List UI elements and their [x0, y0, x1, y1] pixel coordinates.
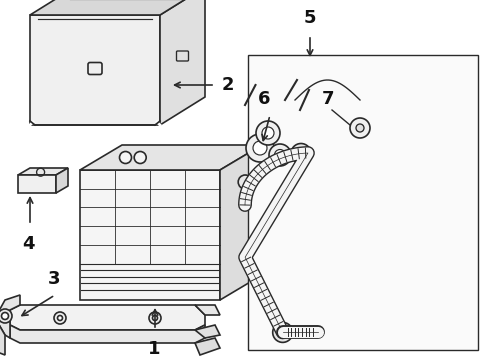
Text: 5: 5 — [304, 9, 316, 27]
Circle shape — [356, 124, 364, 132]
Polygon shape — [18, 175, 56, 193]
Circle shape — [1, 312, 8, 320]
Polygon shape — [10, 305, 205, 330]
Polygon shape — [80, 170, 220, 300]
Circle shape — [120, 152, 131, 163]
Circle shape — [152, 315, 157, 320]
Bar — [248, 55, 478, 350]
Circle shape — [149, 312, 161, 324]
Polygon shape — [10, 325, 205, 343]
Circle shape — [274, 149, 286, 161]
Circle shape — [57, 315, 63, 320]
Text: 3: 3 — [48, 270, 60, 288]
Polygon shape — [220, 145, 262, 300]
Polygon shape — [30, 0, 205, 15]
Circle shape — [256, 121, 280, 145]
Circle shape — [262, 127, 274, 139]
Text: 4: 4 — [22, 235, 34, 253]
Circle shape — [269, 144, 291, 166]
Circle shape — [134, 152, 146, 163]
Polygon shape — [30, 15, 160, 125]
Polygon shape — [0, 295, 20, 338]
Polygon shape — [195, 338, 220, 355]
Text: 2: 2 — [222, 76, 235, 94]
Circle shape — [291, 144, 311, 163]
Circle shape — [246, 134, 274, 162]
Polygon shape — [195, 305, 220, 315]
Circle shape — [273, 323, 293, 342]
Text: 1: 1 — [148, 340, 161, 358]
Polygon shape — [160, 0, 205, 125]
Text: 6: 6 — [258, 90, 270, 108]
Circle shape — [54, 312, 66, 324]
Text: 7: 7 — [322, 90, 334, 108]
Polygon shape — [18, 168, 68, 175]
Polygon shape — [0, 318, 5, 355]
Polygon shape — [56, 168, 68, 193]
Polygon shape — [80, 145, 262, 170]
Circle shape — [253, 141, 267, 155]
Circle shape — [350, 118, 370, 138]
Circle shape — [238, 175, 252, 189]
Circle shape — [0, 309, 12, 323]
Polygon shape — [195, 325, 220, 338]
